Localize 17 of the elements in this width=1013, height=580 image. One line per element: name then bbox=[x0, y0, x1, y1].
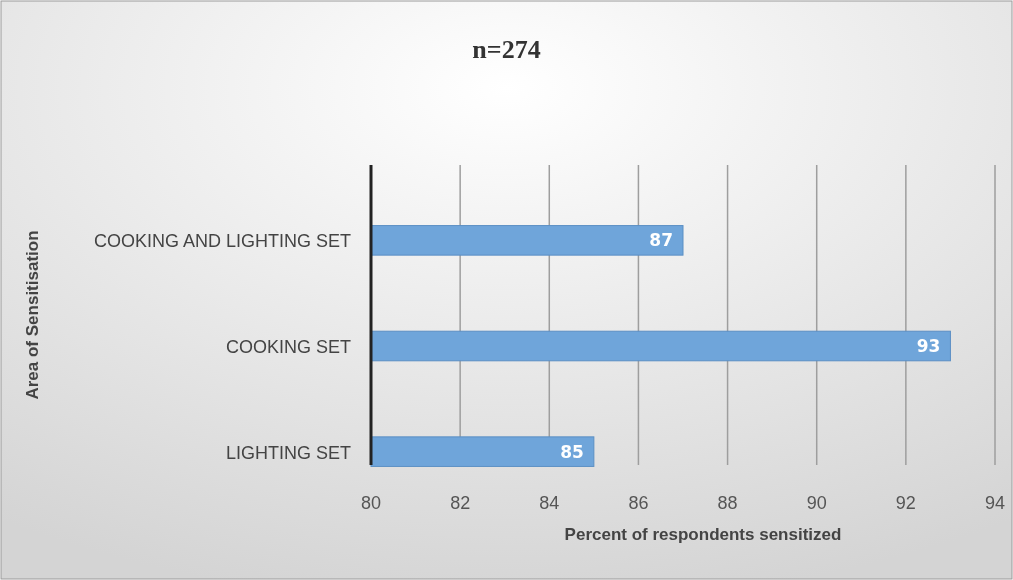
x-tick-label: 92 bbox=[895, 493, 916, 513]
chart-title: n=274 bbox=[472, 35, 541, 64]
y-tick-label: LIGHTING SET bbox=[225, 442, 351, 463]
y-tick-label: COOKING AND LIGHTING SET bbox=[93, 231, 351, 252]
y-tick-label: COOKING SET bbox=[225, 337, 351, 357]
x-tick-label: 84 bbox=[539, 493, 560, 513]
x-tick-label: 94 bbox=[984, 493, 1006, 513]
data-label: 85 bbox=[560, 441, 584, 462]
data-label: 87 bbox=[649, 230, 673, 251]
x-tick-label: 80 bbox=[360, 493, 382, 513]
data-label: 93 bbox=[916, 336, 941, 356]
y-axis-title: Area of Sensitisation bbox=[23, 230, 42, 400]
x-tick-label: 90 bbox=[806, 493, 827, 513]
x-tick-label: 82 bbox=[450, 493, 471, 513]
x-tick-label: 88 bbox=[717, 493, 738, 513]
x-tick-label: 86 bbox=[628, 493, 649, 513]
x-axis-title: Percent of respondents sensitized bbox=[564, 525, 842, 544]
